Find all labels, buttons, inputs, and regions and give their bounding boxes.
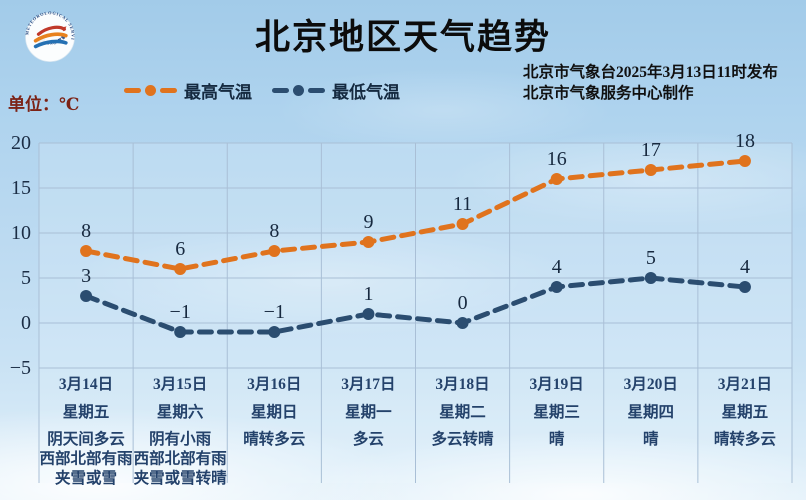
low-temp-line xyxy=(83,275,748,335)
y-tick-label: 15 xyxy=(11,177,31,199)
logo-red-arrow xyxy=(60,26,67,32)
low-temp-value-label: 4 xyxy=(740,256,750,278)
page-title: 北京地区天气趋势 xyxy=(254,18,551,57)
low-temp-value-label: 5 xyxy=(646,247,656,269)
high-temp-line-swatch xyxy=(124,85,177,96)
low-temp-point xyxy=(738,281,751,293)
chart-legend: 最高气温 最低气温 xyxy=(124,78,400,103)
high-temp-point xyxy=(644,164,657,176)
high-temp-point xyxy=(174,263,187,275)
high-temp-line xyxy=(83,158,748,272)
date-label: 3月18日 xyxy=(435,375,489,393)
weather-label: 多云转晴 xyxy=(432,429,495,448)
low-temp-value-label: 4 xyxy=(552,256,562,278)
meteorological-service-logo: METEOROLOGICAL SERVICE BEIJING 气象服务 xyxy=(14,6,75,62)
weather-label: 晴 xyxy=(549,430,565,448)
high-temp-value-label: 11 xyxy=(453,193,472,215)
date-label: 3月16日 xyxy=(247,375,301,393)
high-temp-value-label: 17 xyxy=(641,139,661,161)
y-tick-label: 10 xyxy=(11,222,31,244)
low-temp-point xyxy=(268,326,281,338)
weekday-label: 星期五 xyxy=(63,402,110,421)
low-temp-point xyxy=(80,290,93,302)
high-temp-point xyxy=(550,173,563,185)
y-tick-label: 0 xyxy=(21,312,31,334)
date-label: 3月20日 xyxy=(624,375,678,393)
low-temp-point xyxy=(456,317,469,329)
weekday-label: 星期三 xyxy=(533,402,580,421)
weather-label: 晴转多云 xyxy=(714,429,776,448)
weather-label: 晴 xyxy=(643,430,659,448)
low-temp-line-swatch xyxy=(272,85,325,96)
low-temp-value-label: 3 xyxy=(81,265,91,287)
high-temp-value-label: 9 xyxy=(363,211,373,233)
weather-label: 阴有小雨 xyxy=(149,429,211,448)
weather-label: 多云 xyxy=(353,429,384,448)
low-temp-value-label: −1 xyxy=(170,301,191,323)
low-temp-series: 3 −1 −1 1 0 4 5 4 xyxy=(80,247,751,338)
high-temp-point xyxy=(738,155,751,167)
date-label: 3月17日 xyxy=(341,375,395,393)
weather-label: 夹雪或雪 xyxy=(55,468,117,487)
weekday-label: 星期一 xyxy=(345,402,392,421)
weather-label: 阴天间多云 xyxy=(47,429,125,448)
date-label: 3月19日 xyxy=(530,375,584,393)
unit-label: 单位：℃ xyxy=(8,95,80,114)
legend-label-low-temp: 最低气温 xyxy=(332,83,400,102)
high-temp-value-label: 8 xyxy=(81,220,91,242)
legend-label-high-temp: 最高气温 xyxy=(184,83,252,102)
low-temp-point xyxy=(550,281,563,293)
high-temp-value-label: 6 xyxy=(175,238,185,260)
high-temp-point xyxy=(268,245,281,257)
date-label: 3月15日 xyxy=(153,375,207,393)
low-temp-value-label: 1 xyxy=(363,283,373,305)
legend-item-high-temp: 最高气温 xyxy=(124,78,252,103)
low-temp-point xyxy=(644,272,657,284)
weekday-label: 星期四 xyxy=(628,402,675,421)
y-tick-label: 5 xyxy=(21,267,31,289)
low-temp-point xyxy=(174,326,187,338)
issuer-info: 北京市气象台2025年3月13日11时发布 北京市气象服务中心制作 xyxy=(523,62,778,104)
high-temp-point xyxy=(362,236,375,248)
weather-label: 西部北部有雨 xyxy=(40,449,133,468)
issuer-line-2: 北京市气象服务中心制作 xyxy=(523,85,694,102)
logo-blue-swoosh xyxy=(33,39,68,49)
high-temp-point xyxy=(456,218,469,230)
logo-circle xyxy=(25,12,75,62)
y-tick-label: 20 xyxy=(11,132,31,154)
weekday-label: 星期二 xyxy=(439,402,486,421)
logo-orange-swoosh xyxy=(33,32,68,43)
low-temp-value-label: 0 xyxy=(458,292,468,314)
low-temp-value-label: −1 xyxy=(264,301,285,323)
high-temp-value-label: 18 xyxy=(735,130,755,152)
legend-item-low-temp: 最低气温 xyxy=(272,78,400,103)
low-temp-point xyxy=(362,308,375,320)
weekday-label: 星期日 xyxy=(251,402,298,421)
weather-label: 西部北部有雨 xyxy=(134,449,227,468)
weather-label: 晴转多云 xyxy=(243,429,305,448)
date-label: 3月14日 xyxy=(59,375,113,393)
high-temp-value-label: 8 xyxy=(269,220,279,242)
high-temp-series: 8 6 8 9 11 16 17 18 xyxy=(80,130,755,275)
y-axis-labels: 20 15 10 5 0 −5 xyxy=(10,132,31,379)
weekday-label: 星期五 xyxy=(722,402,769,421)
weather-label: 夹雪或雪转晴 xyxy=(134,468,228,487)
issuer-line-1: 北京市气象台2025年3月13日11时发布 xyxy=(523,64,778,81)
date-label: 3月21日 xyxy=(718,375,772,393)
x-axis-labels: 3月14日星期五阴天间多云西部北部有雨夹雪或雪3月15日星期六阴有小雨西部北部有… xyxy=(40,375,776,487)
weekday-label: 星期六 xyxy=(157,402,204,421)
y-tick-label: −5 xyxy=(10,357,31,379)
high-temp-value-label: 16 xyxy=(547,148,567,170)
high-temp-point xyxy=(80,245,93,257)
